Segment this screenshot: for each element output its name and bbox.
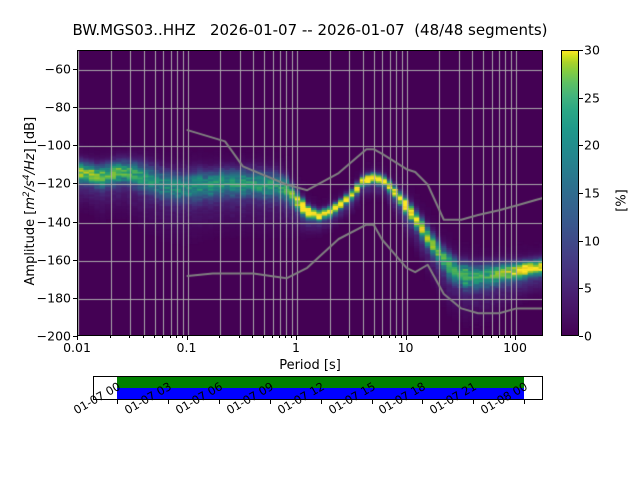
noise-model-overlay <box>78 51 542 335</box>
colorbar-tick-mark <box>579 145 583 147</box>
y-tick-label: −120 <box>36 175 71 191</box>
x-tick-mark-minor <box>361 336 363 338</box>
y-tick-mark <box>73 297 77 299</box>
y-tick-mark <box>73 259 77 261</box>
x-tick-mark-minor <box>271 336 273 338</box>
x-tick-label: 10 <box>397 340 414 355</box>
colorbar-tick-label: 25 <box>584 90 600 106</box>
x-tick-mark-minor <box>219 336 221 338</box>
x-tick-mark-minor <box>285 336 287 338</box>
y-tick-label: −140 <box>36 214 71 230</box>
y-tick-mark <box>73 183 77 185</box>
y-tick-label: −160 <box>36 252 71 268</box>
x-tick-mark-major <box>77 336 78 340</box>
y-tick-mark <box>73 107 77 109</box>
x-tick-mark-minor <box>471 336 473 338</box>
y-tick-label: −180 <box>36 290 71 306</box>
x-tick-mark-minor <box>175 336 177 338</box>
colorbar-tick-label: 30 <box>584 42 600 58</box>
x-tick-mark-major <box>186 336 188 340</box>
time-tick-mark <box>269 400 271 404</box>
time-tick-mark <box>473 400 475 404</box>
x-tick-mark-minor <box>457 336 459 338</box>
colorbar-tick-mark <box>579 240 583 242</box>
page-title: BW.MGS03..HHZ 2026-01-07 -- 2026-01-07 (… <box>72 21 548 39</box>
y-tick-mark <box>73 145 77 147</box>
x-axis-label: Period [s] <box>279 358 341 373</box>
time-tick-mark <box>422 400 424 404</box>
x-tick-mark-minor <box>109 336 111 338</box>
x-tick-mark-minor <box>328 336 330 338</box>
x-tick-mark-minor <box>372 336 374 338</box>
x-tick-mark-minor <box>348 336 350 338</box>
time-tick-mark <box>320 400 322 404</box>
colorbar-tick-label: 15 <box>584 185 600 201</box>
x-tick-mark-minor <box>490 336 492 338</box>
x-tick-mark-minor <box>153 336 155 338</box>
colorbar-tick-mark <box>579 336 583 337</box>
x-tick-label: 1 <box>292 340 300 355</box>
x-tick-mark-minor <box>279 336 281 338</box>
x-tick-mark-minor <box>381 336 383 338</box>
x-tick-mark-minor <box>252 336 254 338</box>
x-tick-mark-minor <box>181 336 183 338</box>
colorbar-tick-mark <box>579 97 583 99</box>
colorbar-tick-mark <box>579 50 583 51</box>
x-tick-label: 0.01 <box>63 340 91 355</box>
x-tick-mark-minor <box>388 336 390 338</box>
time-tick-mark <box>219 400 220 404</box>
x-tick-mark-minor <box>482 336 484 338</box>
x-tick-mark-minor <box>263 336 265 338</box>
x-tick-mark-minor <box>504 336 506 338</box>
colorbar-tick-mark <box>579 193 583 194</box>
y-tick-label: −60 <box>44 61 71 77</box>
y-tick-mark <box>73 69 77 71</box>
colorbar[interactable] <box>561 50 579 336</box>
x-tick-mark-major <box>405 336 407 340</box>
y-tick-label: −200 <box>36 328 71 344</box>
x-tick-mark-minor <box>400 336 402 338</box>
x-tick-mark-minor <box>510 336 512 338</box>
time-coverage-panel[interactable] <box>93 376 543 400</box>
colorbar-tick-label: 10 <box>584 233 600 249</box>
x-tick-mark-minor <box>438 336 440 338</box>
y-axis-label: Amplitude [m2/s4/Hz] [dB] <box>21 116 39 286</box>
y-tick-mark <box>73 221 77 223</box>
x-tick-mark-major <box>296 336 298 340</box>
x-tick-mark-minor <box>142 336 144 338</box>
time-tick-mark <box>168 400 170 404</box>
ppsd-plot-area[interactable] <box>77 50 543 336</box>
x-tick-mark-minor <box>162 336 164 338</box>
colorbar-tick-label: 0 <box>584 328 592 344</box>
time-tick-mark <box>524 400 526 404</box>
colorbar-label: [%] <box>614 189 630 212</box>
x-tick-label: 0.1 <box>176 340 197 355</box>
x-tick-mark-minor <box>129 336 131 338</box>
y-tick-label: −100 <box>36 137 71 153</box>
x-tick-mark-major <box>515 336 517 340</box>
x-tick-mark-minor <box>169 336 171 338</box>
y-tick-mark <box>73 336 77 337</box>
colorbar-tick-mark <box>579 288 583 290</box>
ppsd-coverage-blue <box>117 388 525 399</box>
x-tick-mark-minor <box>238 336 240 338</box>
time-tick-mark <box>117 400 119 404</box>
colorbar-tick-label: 20 <box>584 137 600 153</box>
data-coverage-green <box>117 377 525 388</box>
x-tick-mark-minor <box>291 336 292 338</box>
time-tick-mark <box>371 400 373 404</box>
x-tick-mark-minor <box>394 336 396 338</box>
y-tick-label: −80 <box>44 99 71 115</box>
x-tick-mark-minor <box>498 336 500 338</box>
colorbar-tick-label: 5 <box>584 280 592 296</box>
x-tick-label: 100 <box>503 340 527 355</box>
